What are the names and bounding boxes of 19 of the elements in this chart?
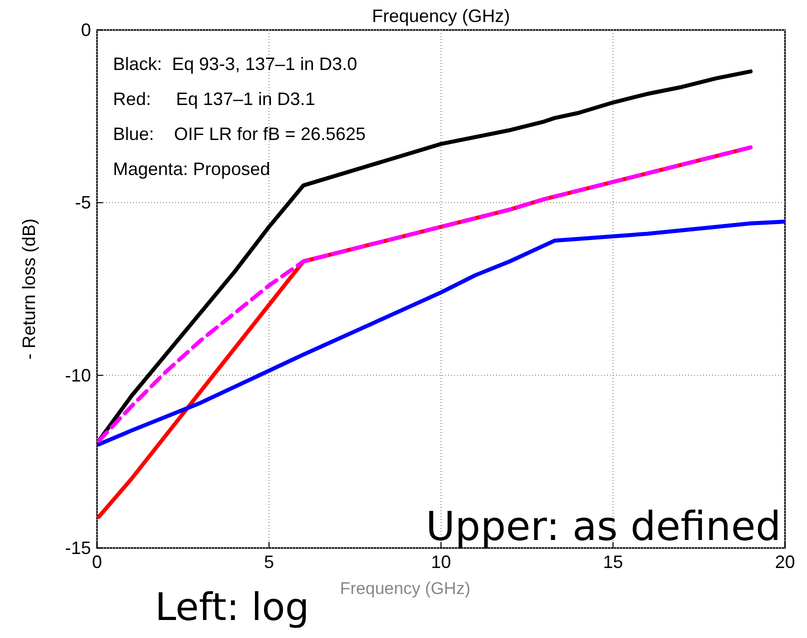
- x-tick-label: 5: [264, 552, 274, 572]
- annotation: Magenta: Proposed: [113, 159, 270, 179]
- annotation: Red: Eq 137–1 in D3.1: [113, 89, 316, 109]
- y-tick-label: -10: [64, 365, 91, 386]
- y-tick-label: -5: [74, 192, 91, 213]
- annotation: Upper: as defined: [426, 504, 781, 550]
- line-series: [97, 220, 785, 446]
- text: Left: log: [155, 585, 310, 629]
- x-tick-label: 20: [774, 552, 796, 572]
- x-tick-label: 10: [430, 552, 452, 572]
- annotation: Black: Eq 93-3, 137–1 in D3.0: [113, 54, 358, 74]
- line-series: [97, 145, 753, 443]
- y-axis-title: - Return loss (dB): [19, 218, 39, 360]
- chart-title: Frequency (GHz): [372, 6, 510, 26]
- x-axis-title: Frequency (GHz): [340, 579, 470, 598]
- y-tick-label: 0: [80, 20, 91, 40]
- y-tick-label: -15: [64, 538, 91, 558]
- x-tick-label: 15: [602, 552, 624, 572]
- annotation: Blue: OIF LR for fB = 26.5625: [113, 124, 366, 144]
